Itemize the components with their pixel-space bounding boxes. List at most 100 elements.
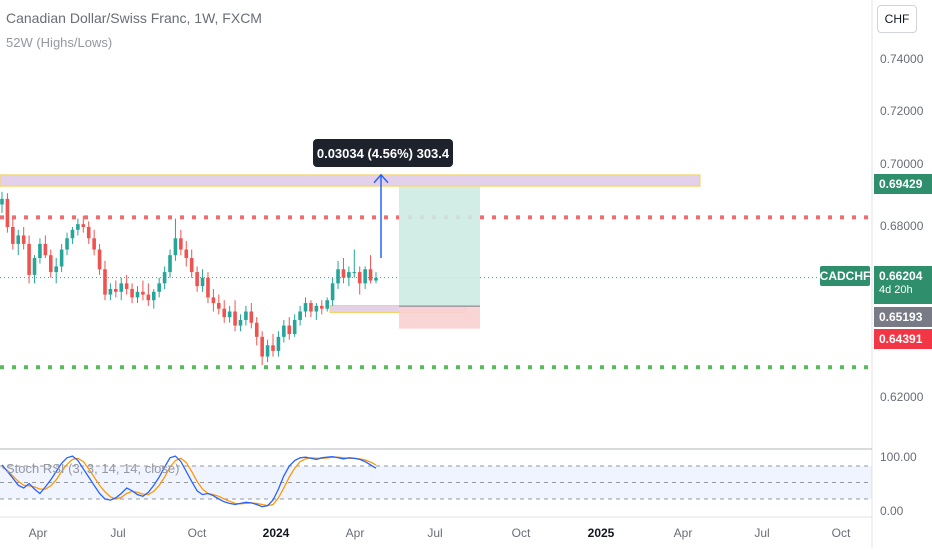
indicator-label[interactable]: 52W (Highs/Lows) bbox=[6, 35, 113, 50]
time-tick: Oct bbox=[831, 526, 851, 540]
candle bbox=[81, 224, 86, 227]
candle bbox=[244, 311, 248, 320]
time-tick: Apr bbox=[673, 526, 693, 540]
candle bbox=[347, 272, 351, 278]
candle bbox=[141, 291, 145, 295]
target-price-tag: 0.69429 bbox=[874, 174, 932, 194]
bar-countdown: 4d 20h bbox=[879, 284, 913, 296]
candle bbox=[319, 305, 324, 309]
candle bbox=[124, 283, 129, 289]
time-tick: Oct bbox=[511, 526, 531, 540]
candle bbox=[21, 235, 26, 244]
candle bbox=[27, 243, 31, 275]
candle bbox=[114, 288, 118, 292]
candle bbox=[76, 224, 80, 230]
candle bbox=[282, 325, 286, 337]
candle bbox=[119, 283, 124, 292]
stoch-tick: 100.00 bbox=[880, 450, 917, 464]
last-price-tag: 0.66204 4d 20h bbox=[874, 266, 932, 304]
candle bbox=[97, 249, 102, 270]
candle bbox=[309, 303, 313, 312]
candle bbox=[65, 238, 69, 250]
candle bbox=[189, 257, 194, 273]
stoch-tick: 0.00 bbox=[880, 504, 904, 518]
candle bbox=[108, 288, 113, 295]
price-tick: 0.62000 bbox=[880, 390, 924, 404]
candle bbox=[260, 336, 264, 357]
candle bbox=[11, 227, 15, 244]
candle bbox=[103, 269, 107, 295]
candle bbox=[254, 322, 259, 337]
candle bbox=[227, 311, 232, 318]
chart-title: Canadian Dollar/Swiss Franc, 1W, FXCM bbox=[6, 10, 262, 26]
stoch-d-line bbox=[1, 456, 377, 507]
candle bbox=[0, 198, 4, 205]
time-tick: 2024 bbox=[262, 526, 290, 540]
measure-label: 0.03034 (4.56%) 303.4 bbox=[313, 139, 453, 167]
candles bbox=[0, 191, 378, 366]
measure-arrow-head bbox=[373, 173, 389, 184]
candle bbox=[374, 277, 378, 281]
candle bbox=[135, 291, 140, 298]
price-tick: 0.68000 bbox=[880, 219, 924, 233]
candle bbox=[195, 272, 199, 287]
time-tick: Jul bbox=[427, 526, 443, 540]
currency-button[interactable]: CHF bbox=[877, 5, 917, 33]
price-tick: 0.70000 bbox=[880, 157, 924, 171]
candle bbox=[357, 272, 362, 284]
candle bbox=[38, 243, 42, 258]
candle bbox=[363, 269, 367, 284]
candle bbox=[48, 255, 53, 273]
candle bbox=[146, 294, 151, 301]
position-tool[interactable] bbox=[373, 173, 480, 329]
stop-price-tag: 0.64391 bbox=[874, 329, 932, 349]
candle bbox=[200, 277, 205, 287]
candle bbox=[325, 300, 329, 309]
candle bbox=[70, 229, 75, 239]
stoch-rsi-label[interactable]: Stoch RSI (3, 3, 14, 14, close) bbox=[6, 461, 180, 476]
candle bbox=[157, 283, 161, 292]
candle bbox=[54, 266, 58, 273]
candle bbox=[276, 336, 281, 351]
stoch-rsi-pane bbox=[0, 455, 872, 508]
candle bbox=[314, 305, 319, 312]
candle bbox=[184, 249, 189, 258]
price-tick: 0.72000 bbox=[880, 104, 924, 118]
profit-zone bbox=[399, 186, 480, 307]
candle bbox=[59, 249, 64, 267]
price-tick: 0.74000 bbox=[880, 52, 924, 66]
candle bbox=[32, 257, 37, 275]
candle bbox=[130, 288, 134, 298]
candle bbox=[92, 238, 96, 250]
candle bbox=[43, 243, 48, 256]
candle bbox=[168, 255, 172, 273]
candle bbox=[330, 283, 335, 301]
candle bbox=[233, 311, 237, 326]
candle bbox=[5, 198, 10, 227]
time-tick: Jul bbox=[754, 526, 770, 540]
candle bbox=[368, 269, 373, 281]
zone-upper_supply bbox=[0, 174, 701, 187]
candle bbox=[336, 269, 340, 284]
candle bbox=[16, 235, 21, 244]
time-tick: Oct bbox=[187, 526, 207, 540]
entry-price-tag: 0.65193 bbox=[874, 307, 932, 327]
candle bbox=[303, 303, 308, 312]
candle bbox=[265, 345, 270, 357]
candle bbox=[249, 311, 254, 323]
stoch-k-line bbox=[1, 455, 377, 508]
candle bbox=[211, 297, 216, 304]
symbol-tag: CADCHF bbox=[820, 266, 870, 286]
grid bbox=[0, 0, 873, 548]
candle bbox=[206, 277, 210, 298]
candle bbox=[86, 227, 91, 239]
time-tick: 2025 bbox=[587, 526, 615, 540]
candle bbox=[151, 291, 156, 301]
candle bbox=[292, 319, 297, 335]
candle bbox=[352, 272, 357, 274]
candle bbox=[341, 269, 346, 278]
candle bbox=[217, 303, 221, 309]
candle bbox=[287, 325, 292, 335]
candle bbox=[271, 345, 275, 351]
